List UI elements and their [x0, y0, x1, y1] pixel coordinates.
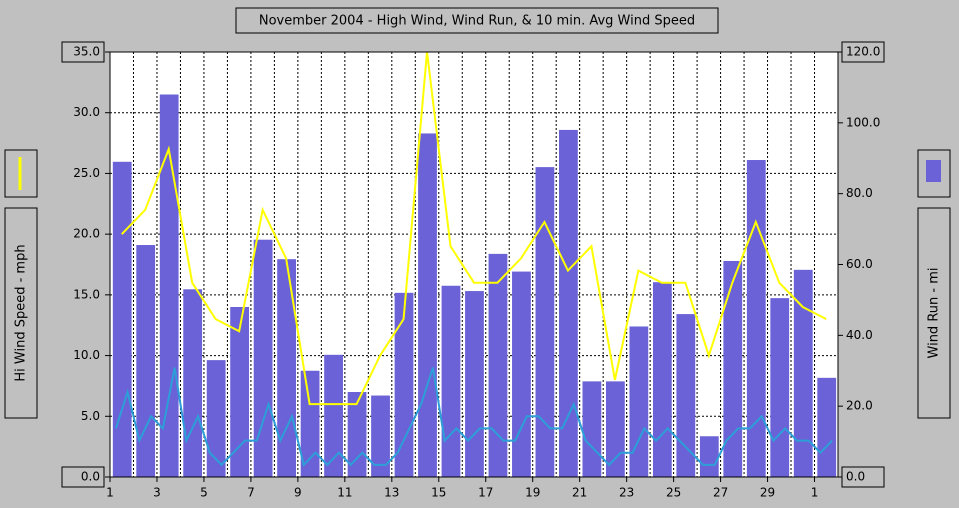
y-tick-label: 15.0 [73, 287, 100, 301]
y2-tick-label: 120.0 [846, 45, 880, 59]
bar [183, 289, 203, 477]
bar [112, 161, 132, 477]
bar [559, 129, 578, 477]
bar [230, 307, 250, 477]
bar [159, 94, 179, 477]
title-box [235, 7, 719, 34]
bar [418, 133, 437, 478]
x-tick-label: 23 [619, 486, 634, 500]
bar [699, 436, 719, 477]
y2-tick-label: 20.0 [846, 399, 873, 413]
x-tick-label: 11 [337, 486, 352, 500]
bar [253, 239, 273, 477]
y-label-box [4, 207, 38, 419]
bar [465, 291, 484, 477]
bar [441, 285, 461, 477]
bar [347, 392, 367, 477]
chart-title: November 2004 - High Wind, Wind Run, & 1… [259, 14, 695, 29]
bar [629, 326, 649, 477]
bar [488, 253, 508, 477]
y2-tick-label: 100.0 [846, 115, 880, 129]
x-tick-label: 21 [572, 486, 587, 500]
y-tick-label: 5.0 [81, 409, 100, 423]
y-axis-label: Hi Wind Speed - mph [14, 244, 29, 381]
bar [582, 381, 602, 477]
y-tick-label: 20.0 [73, 227, 100, 241]
bar [652, 282, 672, 477]
bar [206, 360, 226, 477]
y-tick-label: 0.0 [81, 470, 100, 484]
x-tick-label: 19 [525, 486, 540, 500]
bar [300, 370, 320, 477]
line [121, 51, 827, 406]
y-tick-label: 10.0 [73, 348, 100, 362]
tick-box [841, 41, 885, 63]
bar [277, 259, 296, 477]
bar [746, 160, 766, 478]
bar [394, 292, 414, 477]
y-tick-label: 30.0 [73, 105, 100, 119]
x-tick-label: 29 [760, 486, 775, 500]
y2-axis-label: Wind Run - mi [927, 268, 942, 359]
y2-label-box [917, 207, 951, 419]
bar [793, 269, 813, 477]
y-tick-label: 25.0 [73, 166, 100, 180]
bar [371, 395, 390, 477]
bar [723, 260, 743, 477]
bar [817, 377, 837, 477]
line [114, 367, 833, 467]
x-tick-label: 1 [811, 486, 819, 500]
y2-tick-label: 60.0 [846, 257, 873, 271]
x-tick-label: 25 [666, 486, 681, 500]
tick-box [61, 466, 105, 488]
x-tick-label: 13 [384, 486, 399, 500]
x-tick-label: 3 [153, 486, 161, 500]
plot-frame [109, 51, 839, 478]
bar [324, 354, 343, 477]
bar [605, 381, 625, 477]
bar [770, 298, 790, 477]
bar [535, 167, 555, 477]
x-tick-label: 27 [713, 486, 728, 500]
x-tick-label: 17 [478, 486, 493, 500]
x-tick-label: 5 [200, 486, 208, 500]
y2-tick-label: 0.0 [846, 470, 865, 484]
bar [512, 271, 531, 477]
x-tick-label: 7 [247, 486, 255, 500]
y-tick-label: 35.0 [73, 45, 100, 59]
x-tick-label: 15 [431, 486, 446, 500]
x-tick-label: 9 [294, 486, 302, 500]
bar [676, 314, 696, 477]
y2-tick-label: 40.0 [846, 328, 873, 342]
legend-bar [926, 160, 941, 182]
tick-box [61, 41, 105, 63]
tick-box [841, 466, 885, 488]
x-tick-label: 1 [106, 486, 114, 500]
y2-tick-label: 80.0 [846, 186, 873, 200]
